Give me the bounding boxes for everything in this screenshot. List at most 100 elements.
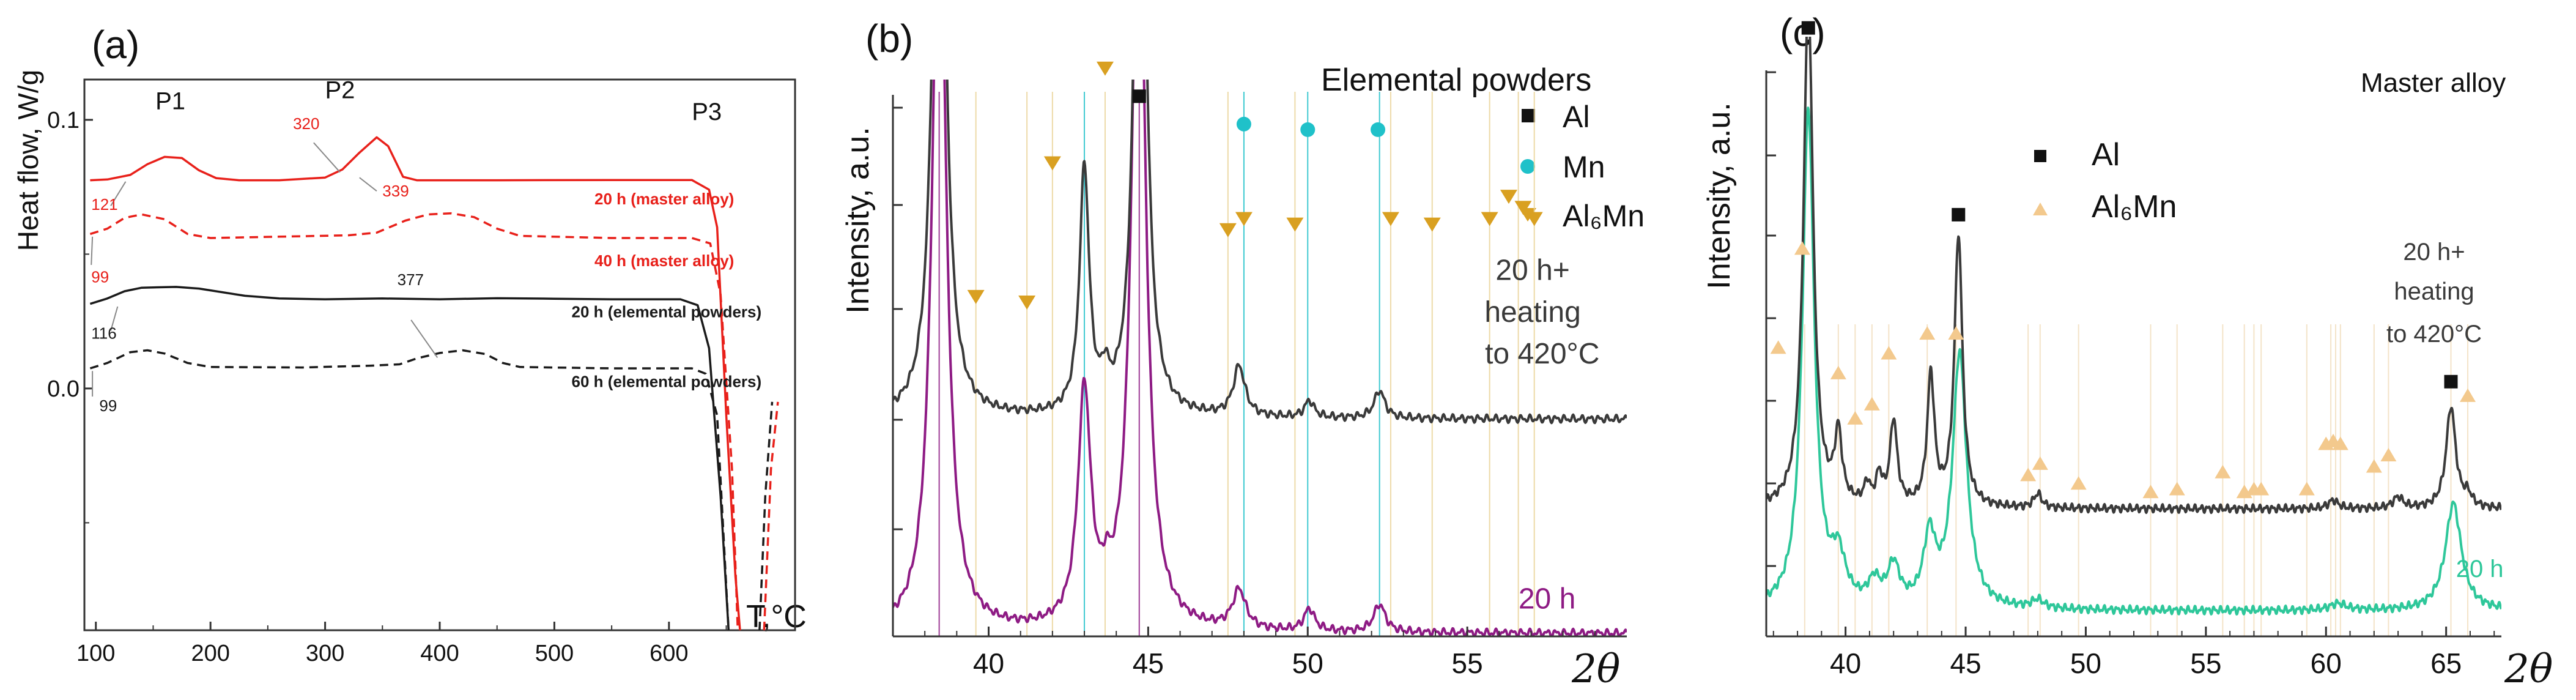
temperature-leader-5 — [410, 319, 439, 358]
xrd-series-line-1 — [893, 80, 1627, 425]
dsc-series-line-1 — [89, 212, 739, 631]
curve-label-2: 20 h (elemental powders) — [572, 303, 762, 321]
annotation-3: 20 h — [2456, 556, 2504, 583]
x-tick-label-50: 50 — [2070, 647, 2101, 679]
annotation-1: heating — [2394, 278, 2474, 305]
marker-al6mn-14 — [2142, 485, 2159, 499]
dsc-series-line-3 — [89, 349, 730, 631]
marker-al6mn-5 — [1830, 365, 1846, 379]
marker-al6mn-17 — [1514, 201, 1532, 215]
temperature-leader-0 — [313, 142, 341, 173]
marker-al6mn-25 — [2380, 448, 2397, 461]
marker-al6mn-19 — [2253, 482, 2270, 496]
marker-al6mn-11 — [1235, 212, 1253, 226]
peak-label-p3: P3 — [692, 99, 722, 125]
panel-c-y-axis-label: Intensity, a.u. — [1701, 102, 1737, 289]
marker-al-1 — [1952, 207, 1966, 222]
temperature-label-3: 99 — [91, 267, 109, 286]
temperature-label-2: 121 — [91, 195, 117, 214]
x-tick-label-40: 40 — [973, 647, 1004, 679]
legend-al6mn-label: Al₆Mn — [2092, 189, 2177, 225]
marker-al6mn-20 — [2298, 482, 2315, 496]
legend-mn-label: Mn — [1563, 150, 1605, 184]
marker-al6mn-11 — [2020, 467, 2037, 482]
x-tick-label-100: 100 — [76, 641, 115, 666]
marker-al6mn-12 — [2032, 456, 2048, 470]
marker-mn-5 — [1371, 122, 1386, 137]
panel-c-title: Master alloy — [2361, 68, 2506, 98]
marker-al6mn-6 — [1847, 411, 1864, 425]
marker-al-1 — [1132, 89, 1146, 103]
temperature-label-0: 320 — [293, 114, 319, 133]
legend-al-label: Al — [1563, 100, 1590, 134]
legend-al-square — [2034, 150, 2046, 162]
panel-a-plot-frame — [83, 78, 796, 631]
dsc-series-line-2 — [89, 286, 730, 631]
temperature-leader-2 — [110, 181, 127, 206]
panel-b-title: Elemental powders — [1321, 62, 1591, 98]
marker-al6mn-3 — [1794, 241, 1810, 255]
annotation-3: 20 h — [1519, 583, 1575, 616]
panel-a-x-axis-label: T,°C — [746, 599, 807, 635]
marker-al6mn-12 — [1286, 217, 1304, 232]
marker-al-2 — [2444, 374, 2458, 389]
annotation-2: to 420°C — [2386, 321, 2482, 348]
legend-al-label: Al — [2092, 137, 2120, 173]
marker-al6mn-16 — [2215, 464, 2231, 478]
annotation-1: heating — [1484, 296, 1580, 329]
temperature-label-5: 377 — [398, 270, 424, 289]
curve-label-1: 40 h (master alloy) — [594, 251, 734, 270]
y-tick-label-1: 0.1 — [47, 108, 80, 133]
curve-label-3: 60 h (elemental powders) — [572, 373, 762, 391]
legend-al6mn-triangle — [2033, 203, 2048, 215]
x-tick-label-600: 600 — [650, 641, 688, 666]
annotation-0: 20 h+ — [1495, 255, 1569, 287]
annotation-2: to 420°C — [1485, 338, 1599, 370]
dsc-series-line-0 — [90, 136, 741, 631]
x-tick-label-60: 60 — [2311, 647, 2342, 679]
reference-lines-1 — [938, 92, 1535, 636]
marker-al6mn-10 — [1219, 223, 1237, 237]
temperature-leader-3 — [91, 236, 94, 265]
peak-label-p2: P2 — [325, 77, 355, 104]
marker-al6mn-8 — [1043, 156, 1061, 171]
marker-al6mn-16 — [1500, 190, 1517, 204]
marker-al6mn-15 — [2169, 482, 2185, 496]
panel-b-legend: Al Mn Al₆Mn — [1519, 100, 1645, 233]
temperature-label-6: 99 — [99, 397, 117, 415]
legend-al6mn-label: Al₆Mn — [1563, 199, 1645, 233]
x-tick-label-40: 40 — [1830, 647, 1861, 679]
marker-al6mn-26 — [2460, 388, 2476, 402]
x-tick-label-300: 300 — [306, 641, 344, 666]
panel-a-y-axis-label: Heat flow, W/g — [12, 70, 44, 251]
marker-mn-3 — [1236, 116, 1251, 132]
xrd-series-line-1 — [1766, 37, 2501, 515]
temperature-label-1: 339 — [382, 182, 409, 200]
marker-al6mn-10 — [1948, 326, 1964, 340]
panel-c-legend: Al Al₆Mn — [2033, 137, 2177, 225]
marker-al6mn-4 — [1770, 340, 1786, 354]
marker-al6mn-7 — [1018, 296, 1036, 310]
marker-al6mn-13 — [2070, 476, 2087, 490]
reference-lines-2 — [1804, 324, 2469, 636]
marker-al6mn-7 — [1864, 397, 1880, 411]
x-tick-label-500: 500 — [535, 641, 574, 666]
panel-c-x-axis-label: 2θ — [2504, 647, 2553, 692]
temperature-leader-4 — [110, 306, 119, 331]
peak-label-p1: P1 — [155, 88, 185, 114]
x-tick-label-45: 45 — [1133, 647, 1164, 679]
x-tick-label-50: 50 — [1292, 647, 1323, 679]
dsc-series-line-5 — [758, 401, 774, 631]
x-tick-label-45: 45 — [1950, 647, 1981, 679]
panel-b-xrd-chart: (b) Intensity, a.u. Elemental powders 2θ… — [840, 17, 1645, 692]
x-tick-label-400: 400 — [420, 641, 459, 666]
x-tick-label-65: 65 — [2430, 647, 2462, 679]
panel-a-label: (a) — [92, 23, 139, 67]
curve-label-0: 20 h (master alloy) — [594, 190, 734, 208]
panel-c-xrd-chart: (c) Intensity, a.u. Master alloy 2θ Al A… — [1701, 10, 2553, 692]
marker-al6mn-9 — [1919, 326, 1936, 340]
legend-mn-circle — [1520, 159, 1535, 174]
marker-al6mn-23 — [2332, 436, 2348, 450]
x-tick-label-55: 55 — [2190, 647, 2221, 679]
